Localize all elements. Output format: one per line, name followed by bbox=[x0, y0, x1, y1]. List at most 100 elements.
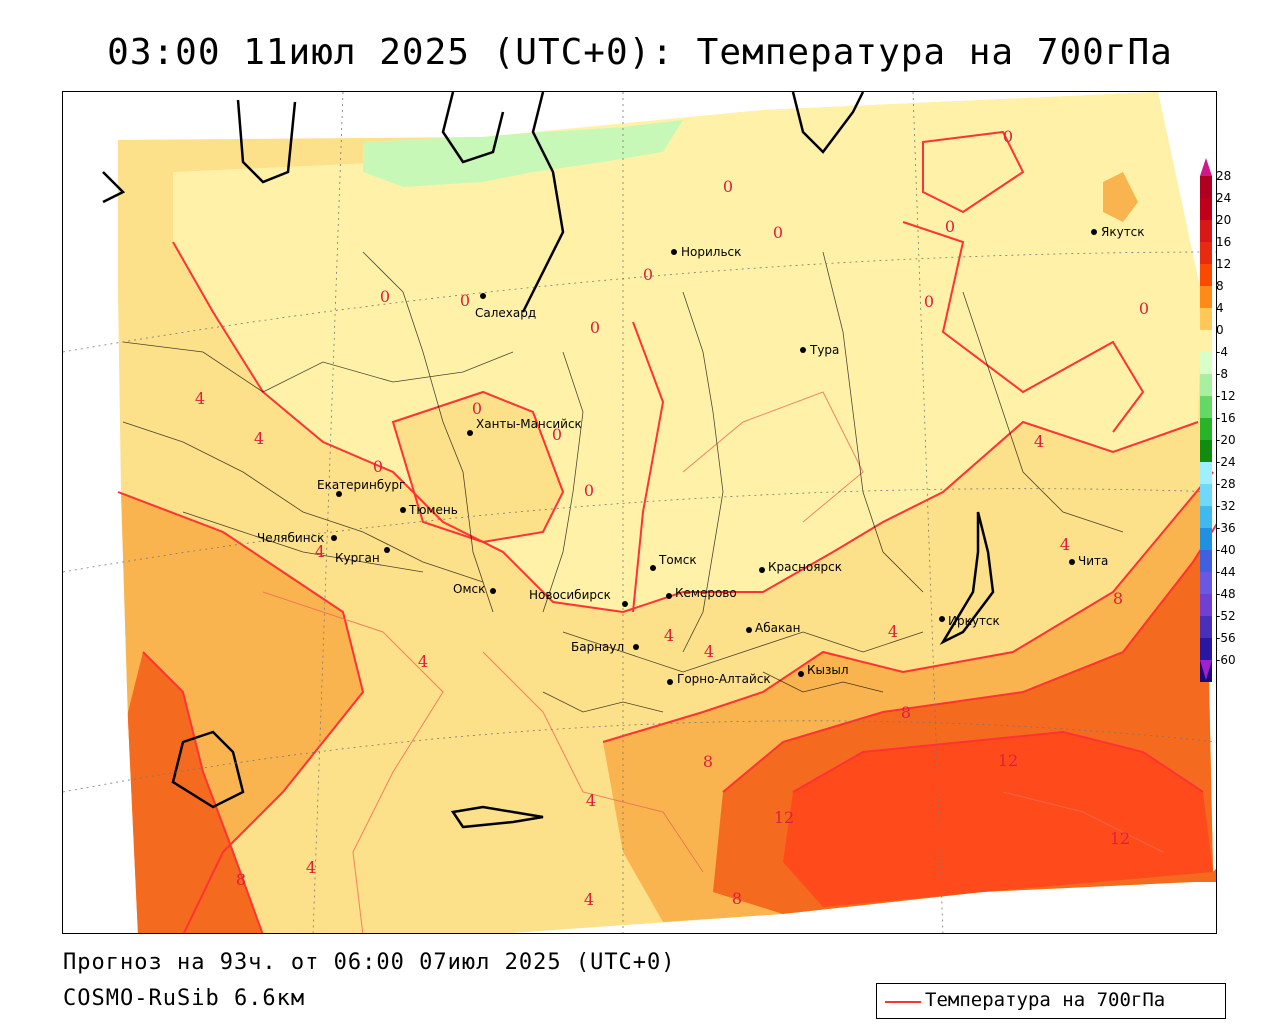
contour-label: 8 bbox=[732, 889, 742, 908]
city-label: Иркутск bbox=[948, 614, 1000, 628]
city-abakan[interactable]: Абакан bbox=[746, 621, 800, 635]
colorbar-tick-label: -60 bbox=[1216, 653, 1236, 667]
contour-label: 0 bbox=[472, 399, 482, 418]
region-borders bbox=[122, 251, 1124, 713]
city-marker bbox=[800, 347, 806, 353]
city-label: Салехард bbox=[475, 306, 536, 320]
colorbar-tick-label: -20 bbox=[1216, 433, 1236, 447]
colorbar-tick-label: 20 bbox=[1216, 213, 1231, 227]
colorbar-tick-label: 8 bbox=[1216, 279, 1224, 293]
colorbar-swatch bbox=[1200, 528, 1212, 550]
city-layer: Норильск Якутск Салехард Тура Ханты-Манс… bbox=[257, 225, 1145, 686]
colorbar-tick-label: -36 bbox=[1216, 521, 1236, 535]
minor-contours bbox=[262, 391, 1164, 933]
contour-label: 8 bbox=[703, 752, 713, 771]
isotherm-labels: 0 0 0 0 0 0 0 0 0 0 0 0 0 0 4 4 4 4 4 4 … bbox=[195, 127, 1149, 909]
legend: Температура на 700гПа bbox=[876, 983, 1226, 1019]
colorbar-tick-label: 24 bbox=[1216, 191, 1231, 205]
colorbar-swatch bbox=[1200, 572, 1212, 594]
contour-label: 4 bbox=[704, 642, 714, 661]
contour-label: 4 bbox=[254, 429, 264, 448]
city-novosibirsk[interactable]: Новосибирск bbox=[529, 588, 628, 607]
city-marker bbox=[1091, 229, 1097, 235]
city-marker bbox=[1069, 559, 1075, 565]
colorbar-swatch bbox=[1200, 484, 1212, 506]
city-label: Барнаул bbox=[571, 640, 624, 654]
city-marker bbox=[671, 249, 677, 255]
city-label: Горно-Алтайск bbox=[677, 672, 771, 686]
colorbar-tick-label: -40 bbox=[1216, 543, 1236, 557]
city-label: Норильск bbox=[681, 245, 741, 259]
colorbar-swatch bbox=[1200, 242, 1212, 264]
contour-label: 0 bbox=[460, 291, 470, 310]
city-marker bbox=[622, 601, 628, 607]
city-tyumen[interactable]: Тюмень bbox=[400, 503, 458, 517]
legend-line-swatch bbox=[885, 1001, 921, 1003]
city-label: Челябинск bbox=[257, 531, 324, 545]
contour-label: 0 bbox=[584, 481, 594, 500]
city-gorno-altaysk[interactable]: Горно-Алтайск bbox=[667, 672, 771, 686]
city-marker bbox=[939, 616, 945, 622]
city-tomsk[interactable]: Томск bbox=[650, 553, 697, 571]
city-tura[interactable]: Тура bbox=[800, 343, 839, 357]
temperature-map[interactable]: Норильск Якутск Салехард Тура Ханты-Манс… bbox=[62, 91, 1217, 934]
city-chelyabinsk[interactable]: Челябинск bbox=[257, 531, 337, 545]
city-marker bbox=[467, 430, 473, 436]
city-kemerovo[interactable]: Кемерово bbox=[666, 586, 737, 600]
city-krasnoyarsk[interactable]: Красноярск bbox=[759, 560, 842, 574]
contour-label: 12 bbox=[1110, 829, 1130, 848]
city-label: Кемерово bbox=[675, 586, 737, 600]
city-salekhard[interactable]: Салехард bbox=[475, 293, 536, 320]
city-irkutsk[interactable]: Иркутск bbox=[939, 614, 1000, 628]
colorbar-swatch bbox=[1200, 176, 1212, 198]
city-marker bbox=[798, 671, 804, 677]
colorbar-tick-label: -24 bbox=[1216, 455, 1236, 469]
city-yekaterinburg[interactable]: Екатеринбург bbox=[317, 478, 405, 497]
city-label: Екатеринбург bbox=[317, 478, 405, 492]
contour-label: 4 bbox=[1060, 535, 1070, 554]
city-label: Омск bbox=[453, 582, 485, 596]
city-chita[interactable]: Чита bbox=[1069, 554, 1108, 568]
colorbar-svg: 28 24 20 16 12 8 4 0 -4 -8 -12 -16 -20 -24 -28 -32 -36 -4… bbox=[1200, 158, 1236, 682]
contour-label: 4 bbox=[418, 652, 428, 671]
contour-label: 4 bbox=[888, 622, 898, 641]
city-marker bbox=[666, 593, 672, 599]
contour-label: 0 bbox=[552, 425, 562, 444]
contour-label: 0 bbox=[1139, 299, 1149, 318]
colorbar-swatch bbox=[1200, 594, 1212, 616]
colorbar-swatch bbox=[1200, 638, 1212, 660]
colorbar-tick-label: 0 bbox=[1216, 323, 1224, 337]
colorbar-swatch bbox=[1200, 308, 1212, 330]
city-marker bbox=[331, 535, 337, 541]
city-marker bbox=[490, 588, 496, 594]
city-barnaul[interactable]: Барнаул bbox=[571, 640, 639, 654]
colorbar-swatch bbox=[1200, 462, 1212, 484]
city-norilsk[interactable]: Норильск bbox=[671, 245, 741, 259]
legend-label: Температура на 700гПа bbox=[925, 989, 1166, 1011]
city-label: Томск bbox=[658, 553, 697, 567]
colorbar-tick-label: 28 bbox=[1216, 169, 1231, 183]
city-marker bbox=[480, 293, 486, 299]
colorbar-tick-label: 16 bbox=[1216, 235, 1231, 249]
city-label: Красноярск bbox=[768, 560, 842, 574]
contour-label: 4 bbox=[586, 791, 596, 810]
contour-label: 4 bbox=[584, 890, 594, 909]
city-label: Ханты-Мансийск bbox=[476, 417, 582, 431]
city-label: Тура bbox=[809, 343, 839, 357]
city-label: Тюмень bbox=[408, 503, 458, 517]
city-kurgan[interactable]: Курган bbox=[335, 547, 390, 565]
colorbar-tick-label: -16 bbox=[1216, 411, 1236, 425]
colorbar-swatch bbox=[1200, 396, 1212, 418]
colorbar: 28 24 20 16 12 8 4 0 -4 -8 -12 -16 -20 -24 -28 -32 -36 -4… bbox=[1196, 158, 1256, 688]
city-omsk[interactable]: Омск bbox=[453, 582, 496, 596]
isotherms bbox=[117, 130, 1216, 933]
city-yakutsk[interactable]: Якутск bbox=[1091, 225, 1145, 239]
city-khanty-mansiysk[interactable]: Ханты-Мансийск bbox=[467, 417, 582, 436]
city-kyzyl[interactable]: Кызыл bbox=[798, 663, 849, 677]
city-label: Новосибирск bbox=[529, 588, 611, 602]
colorbar-swatch bbox=[1200, 440, 1212, 462]
colorbar-tick-label: -12 bbox=[1216, 389, 1236, 403]
coastlines bbox=[102, 92, 995, 829]
city-label: Кызыл bbox=[807, 663, 849, 677]
colorbar-swatch bbox=[1200, 286, 1212, 308]
